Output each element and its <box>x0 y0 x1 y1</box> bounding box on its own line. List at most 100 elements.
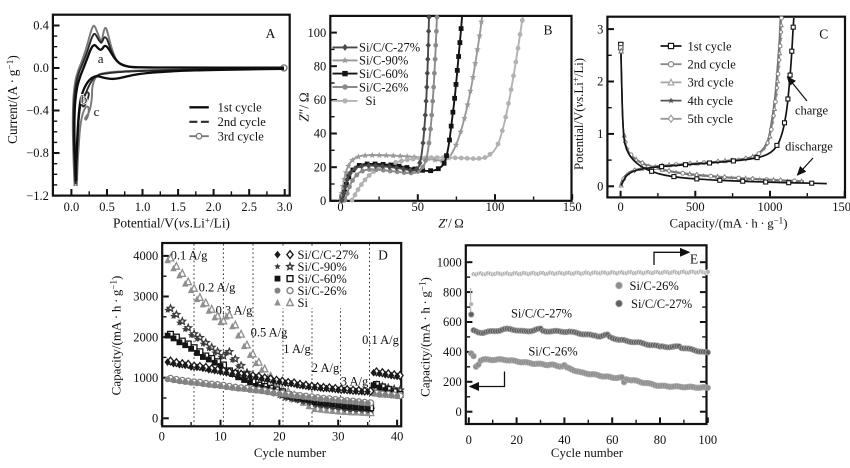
svg-text:0: 0 <box>597 180 603 194</box>
svg-text:c: c <box>94 104 100 119</box>
svg-text:0: 0 <box>456 405 462 419</box>
svg-text:0.5 A/g: 0.5 A/g <box>251 326 289 340</box>
svg-text:Si/C-60%: Si/C-60% <box>298 272 347 286</box>
svg-text:Si/C-26%: Si/C-26% <box>630 279 679 293</box>
svg-text:10: 10 <box>214 429 227 443</box>
svg-text:4000: 4000 <box>133 249 158 263</box>
svg-text:Si/C/C-27%: Si/C/C-27% <box>511 307 572 321</box>
svg-text:0.5: 0.5 <box>99 200 115 214</box>
svg-text:Si/C/C-27%: Si/C/C-27% <box>298 248 359 262</box>
svg-text:Capacity/(mA · h · g−1): Capacity/(mA · h · g−1) <box>418 277 433 397</box>
svg-text:2nd cycle: 2nd cycle <box>218 115 267 129</box>
svg-text:Si/C-26%: Si/C-26% <box>298 284 347 298</box>
svg-text:60: 60 <box>606 433 619 447</box>
svg-text:20: 20 <box>510 433 523 447</box>
svg-text:2: 2 <box>597 75 603 89</box>
svg-text:200: 200 <box>443 375 462 389</box>
svg-text:500: 500 <box>686 200 705 214</box>
svg-text:Capacity/(mA · h · g−1): Capacity/(mA · h · g−1) <box>109 276 124 396</box>
svg-text:2.0: 2.0 <box>206 200 222 214</box>
svg-text:80: 80 <box>314 59 327 73</box>
svg-text:5th cycle: 5th cycle <box>688 112 734 126</box>
svg-text:100: 100 <box>698 433 717 447</box>
svg-text:100: 100 <box>486 200 505 214</box>
svg-text:C: C <box>819 27 828 42</box>
svg-text:2nd cycle: 2nd cycle <box>688 58 737 72</box>
svg-text:150: 150 <box>563 200 582 214</box>
svg-text:2 A/g: 2 A/g <box>312 361 340 375</box>
svg-text:D: D <box>378 248 388 263</box>
svg-text:3 A/g: 3 A/g <box>341 375 369 389</box>
svg-text:Capacity/(mA · h · g−1): Capacity/(mA · h · g−1) <box>670 216 788 231</box>
svg-text:B: B <box>543 23 552 38</box>
svg-text:−0.4: −0.4 <box>26 104 49 118</box>
svg-text:1: 1 <box>597 127 603 141</box>
svg-text:Si/C-26%: Si/C-26% <box>528 345 577 359</box>
svg-text:800: 800 <box>443 285 462 299</box>
svg-text:1st cycle: 1st cycle <box>218 101 263 115</box>
svg-text:100: 100 <box>308 26 327 40</box>
svg-text:Potential/V(vs.Li+/Li): Potential/V(vs.Li+/Li) <box>113 216 230 231</box>
svg-text:0.3 A/g: 0.3 A/g <box>216 304 254 318</box>
svg-text:Current/(A · g−1): Current/(A · g−1) <box>5 55 20 144</box>
svg-text:0.1 A/g: 0.1 A/g <box>171 249 209 263</box>
svg-text:discharge: discharge <box>785 140 833 154</box>
svg-text:Potential/V(vs.Li+/Li): Potential/V(vs.Li+/Li) <box>571 58 586 170</box>
svg-text:A: A <box>266 26 276 41</box>
svg-text:0: 0 <box>152 412 158 426</box>
svg-text:0.1 A/g: 0.1 A/g <box>362 333 400 347</box>
svg-text:1.5: 1.5 <box>170 200 186 214</box>
svg-text:60: 60 <box>314 93 327 107</box>
svg-text:−0.8: −0.8 <box>26 146 49 160</box>
svg-text:Si: Si <box>366 94 377 108</box>
svg-text:Z′/ Ω: Z′/ Ω <box>438 217 464 231</box>
svg-text:Cycle number: Cycle number <box>254 446 327 460</box>
svg-text:0.4: 0.4 <box>33 19 49 33</box>
svg-text:0: 0 <box>617 200 623 214</box>
svg-text:Si/C-90%: Si/C-90% <box>298 260 347 274</box>
svg-text:2000: 2000 <box>133 330 158 344</box>
svg-text:1.0: 1.0 <box>135 200 151 214</box>
svg-text:400: 400 <box>443 345 462 359</box>
svg-text:Si/C-26%: Si/C-26% <box>359 80 408 94</box>
svg-text:1 A/g: 1 A/g <box>283 342 311 356</box>
svg-text:40: 40 <box>391 429 404 443</box>
svg-text:Cycle number: Cycle number <box>551 446 624 460</box>
svg-text:4th cycle: 4th cycle <box>688 94 734 108</box>
svg-text:charge: charge <box>795 104 829 118</box>
svg-text:0.2 A/g: 0.2 A/g <box>199 281 237 295</box>
svg-text:E: E <box>690 252 698 267</box>
svg-text:0: 0 <box>320 194 326 208</box>
svg-text:3: 3 <box>597 22 603 36</box>
svg-text:0.0: 0.0 <box>64 200 80 214</box>
svg-text:20: 20 <box>314 160 327 174</box>
svg-text:50: 50 <box>412 200 425 214</box>
svg-text:600: 600 <box>443 315 462 329</box>
svg-text:0: 0 <box>337 200 343 214</box>
svg-text:Si/C/C-27%: Si/C/C-27% <box>631 297 692 311</box>
svg-text:0.0: 0.0 <box>33 61 49 75</box>
svg-text:Z″/ Ω: Z″/ Ω <box>297 92 312 121</box>
svg-text:1st cycle: 1st cycle <box>688 39 733 53</box>
svg-text:1500: 1500 <box>832 200 850 214</box>
svg-text:Si/C/C-27%: Si/C/C-27% <box>359 41 420 55</box>
svg-text:1000: 1000 <box>758 200 783 214</box>
svg-text:0: 0 <box>466 433 472 447</box>
svg-text:Si/C-60%: Si/C-60% <box>359 67 408 81</box>
svg-text:40: 40 <box>314 127 327 141</box>
svg-text:40: 40 <box>558 433 571 447</box>
svg-text:Si: Si <box>298 296 309 310</box>
svg-text:−1.2: −1.2 <box>26 189 49 203</box>
svg-text:0: 0 <box>159 429 165 443</box>
svg-text:30: 30 <box>332 429 345 443</box>
svg-text:20: 20 <box>273 429 286 443</box>
svg-text:b: b <box>81 92 88 107</box>
svg-text:Si/C-90%: Si/C-90% <box>359 54 408 68</box>
svg-text:3rd cycle: 3rd cycle <box>688 76 735 90</box>
svg-text:1000: 1000 <box>133 371 158 385</box>
svg-text:1000: 1000 <box>437 255 462 269</box>
svg-text:3.0: 3.0 <box>277 200 293 214</box>
svg-text:a: a <box>98 51 104 66</box>
svg-text:80: 80 <box>654 433 667 447</box>
svg-text:3000: 3000 <box>133 290 158 304</box>
